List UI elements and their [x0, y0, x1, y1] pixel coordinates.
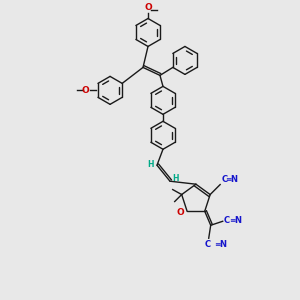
Text: C: C	[224, 216, 230, 225]
Text: C: C	[205, 240, 211, 249]
Text: ≡: ≡	[225, 175, 232, 184]
Text: N: N	[220, 240, 227, 249]
Text: O: O	[176, 208, 184, 217]
Text: C: C	[221, 175, 227, 184]
Text: O: O	[144, 2, 152, 11]
Text: N: N	[230, 175, 237, 184]
Text: H: H	[147, 160, 153, 169]
Text: H: H	[173, 174, 179, 183]
Text: N: N	[235, 216, 242, 225]
Text: ≡: ≡	[214, 240, 220, 249]
Text: ≡: ≡	[229, 216, 235, 225]
Text: O: O	[81, 86, 89, 95]
